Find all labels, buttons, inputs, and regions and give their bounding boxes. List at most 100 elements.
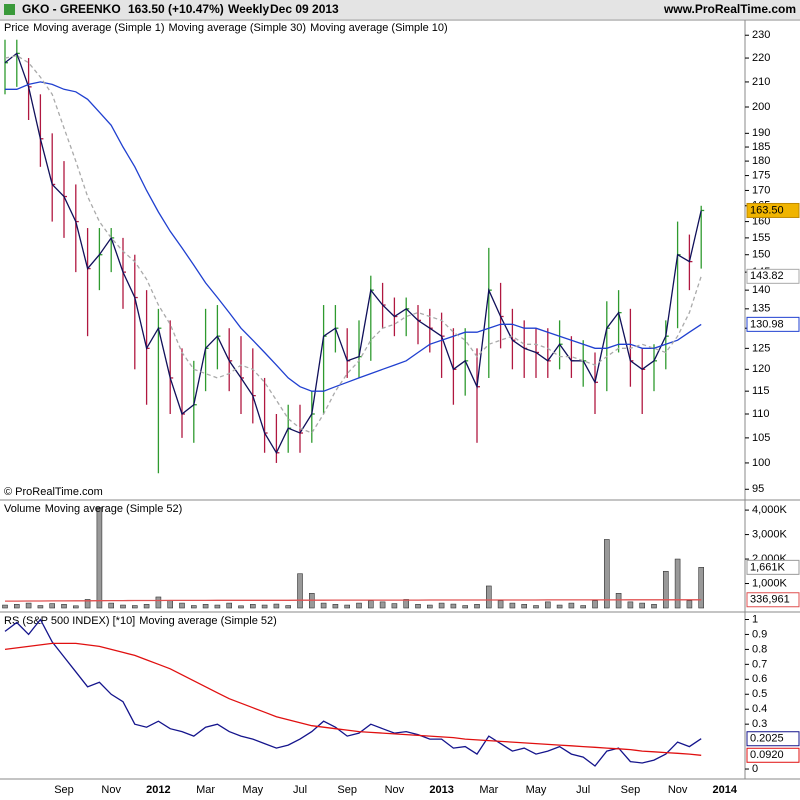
period: Weekly: [228, 2, 269, 16]
date: Dec 09 2013: [270, 2, 339, 16]
y-tick-label: 125: [752, 342, 770, 354]
series-line: [4, 55, 702, 434]
y-tick-label: 135: [752, 303, 770, 315]
last-value-label: 130.98: [750, 318, 784, 330]
y-tick-label: 230: [752, 29, 770, 41]
y-tick-label: 140: [752, 284, 770, 296]
site: www.ProRealTime.com: [663, 2, 796, 16]
legend-entry: Moving average (Simple 10): [310, 22, 448, 34]
volume-bar: [686, 600, 693, 609]
y-tick-label: 150: [752, 249, 770, 261]
volume-bar: [73, 605, 79, 609]
y-tick-label: 210: [752, 76, 770, 88]
y-tick-label: 3,000K: [752, 528, 788, 540]
volume-bar: [379, 601, 386, 609]
volume-bar: [344, 604, 351, 609]
volume-bar: [143, 604, 150, 609]
volume-bar: [273, 603, 280, 609]
x-tick-label: Nov: [101, 784, 121, 796]
volume-bar: [25, 602, 32, 609]
y-tick-label: 220: [752, 52, 770, 64]
last-value-box: [746, 316, 800, 332]
legend-entry: Price: [4, 22, 29, 34]
y-tick-label: 0.4: [752, 703, 767, 715]
volume-bar: [485, 585, 492, 609]
y-tick-label: 190: [752, 127, 770, 139]
volume-bar: [37, 605, 44, 609]
volume-bar: [615, 593, 622, 609]
last-value-label: 0.2025: [750, 733, 784, 745]
quote: 163.50 (+10.47%): [128, 2, 224, 16]
volume-bar: [639, 602, 646, 609]
volume-bar: [191, 605, 197, 609]
last-value-label: 1,661K: [750, 561, 786, 573]
header-icon: [4, 4, 15, 15]
volume-bar: [14, 604, 20, 609]
last-value-label: 163.50: [750, 204, 784, 216]
x-tick-label: Nov: [668, 784, 688, 796]
y-tick-label: 4,000K: [752, 504, 788, 516]
header-bar: [0, 0, 800, 19]
volume-bar: [426, 604, 433, 609]
y-tick-label: 115: [752, 385, 770, 397]
volume-bar: [84, 599, 91, 609]
y-tick-label: 0.3: [752, 718, 767, 730]
series-line: [5, 81, 702, 392]
y-tick-label: 200: [752, 101, 770, 113]
volume-bar: [2, 604, 8, 609]
last-value-label: 336,961: [750, 594, 790, 606]
volume-bar: [662, 570, 669, 609]
volume-bar: [332, 604, 339, 609]
last-value-label: 0.0920: [750, 749, 784, 761]
volume-bar: [285, 605, 292, 609]
y-tick-label: 185: [752, 141, 770, 153]
x-tick-label: 2014: [713, 784, 738, 796]
volume-bar: [627, 601, 634, 609]
volume-bar: [462, 605, 469, 609]
volume-bar: [61, 604, 67, 609]
legend-entry: RS (S&P 500 INDEX) [*10]: [4, 615, 135, 627]
last-value-label: 143.82: [750, 270, 784, 282]
x-tick-label: Mar: [479, 784, 498, 796]
y-tick-label: 1,000K: [752, 577, 788, 589]
volume-bar: [651, 604, 657, 609]
x-tick-label: May: [242, 784, 263, 796]
volume-bar: [356, 602, 362, 609]
x-tick-label: May: [526, 784, 547, 796]
volume-bar: [415, 604, 421, 609]
y-tick-label: 1: [752, 613, 758, 625]
y-tick-label: 155: [752, 232, 770, 244]
volume-bar: [403, 599, 410, 609]
volume-bar: [214, 604, 221, 609]
legend-entry: Moving average (Simple 52): [139, 615, 277, 627]
legend-entry: Moving average (Simple 52): [45, 503, 183, 515]
legend-entry: Moving average (Simple 1): [33, 22, 164, 34]
volume-bar: [592, 600, 598, 609]
last-value-box: [746, 747, 800, 763]
y-tick-label: 0.9: [752, 628, 767, 640]
volume-bar: [474, 604, 480, 609]
y-tick-label: 180: [752, 155, 770, 167]
volume-bar: [49, 603, 56, 609]
x-tick-label: Sep: [54, 784, 74, 796]
x-tick-label: Jul: [293, 784, 307, 796]
volume-bar: [533, 605, 539, 609]
symbol: GKO - GREENKO: [22, 2, 121, 16]
y-tick-label: 175: [752, 169, 770, 181]
volume-bar: [132, 605, 138, 609]
volume-bar: [297, 573, 303, 609]
volume-bar: [450, 603, 457, 609]
volume-bar: [261, 604, 268, 609]
volume-bar: [155, 596, 162, 609]
y-tick-label: 160: [752, 215, 770, 227]
volume-bar: [509, 602, 516, 609]
volume-bar: [226, 602, 232, 609]
last-value-box: [746, 202, 800, 218]
x-tick-label: 2012: [146, 784, 170, 796]
volume-bar: [391, 603, 398, 609]
x-tick-label: Sep: [337, 784, 357, 796]
y-tick-label: 0.6: [752, 673, 767, 685]
series-line: [4, 642, 702, 756]
volume-bar: [544, 601, 551, 609]
volume-bar: [250, 604, 256, 609]
